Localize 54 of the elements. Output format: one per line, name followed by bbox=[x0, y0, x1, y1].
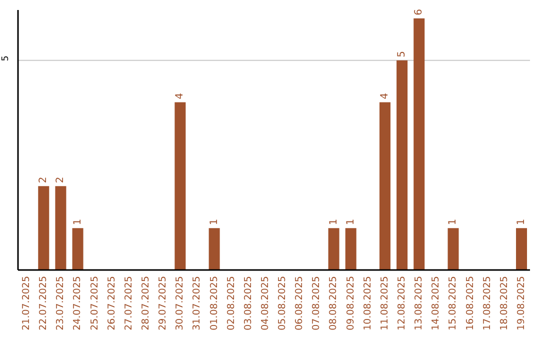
x-tick-label: 16.08.2025 bbox=[464, 276, 476, 330]
bar bbox=[55, 186, 66, 270]
bar bbox=[414, 18, 425, 270]
x-tick-label: 27.07.2025 bbox=[123, 276, 134, 330]
data-label: 1 bbox=[345, 218, 356, 226]
x-tick-label: 18.08.2025 bbox=[498, 276, 510, 330]
bar bbox=[208, 228, 220, 270]
bar bbox=[448, 228, 459, 270]
x-tick-label: 29.07.2025 bbox=[158, 276, 169, 330]
x-tick-label: 10.08.2025 bbox=[362, 276, 374, 330]
data-label: 1 bbox=[72, 218, 84, 226]
bar bbox=[345, 228, 356, 270]
data-label: 4 bbox=[174, 92, 186, 100]
data-label: 1 bbox=[328, 218, 340, 226]
bar bbox=[174, 102, 186, 270]
x-tick-label: 13.08.2025 bbox=[414, 276, 425, 330]
x-tick-label: 28.07.2025 bbox=[140, 276, 152, 330]
x-tick-label: 19.08.2025 bbox=[516, 276, 527, 330]
x-tick-label: 26.07.2025 bbox=[106, 276, 118, 330]
bar bbox=[516, 228, 528, 270]
data-label: 4 bbox=[379, 92, 390, 100]
data-label: 1 bbox=[448, 218, 459, 226]
data-label: 5 bbox=[396, 50, 408, 58]
data-label: 6 bbox=[414, 9, 425, 16]
x-tick-label: 08.08.2025 bbox=[328, 276, 340, 330]
data-label: 1 bbox=[208, 218, 220, 226]
x-tick-label: 17.08.2025 bbox=[482, 276, 493, 330]
bar bbox=[328, 228, 340, 270]
x-tick-label: 24.07.2025 bbox=[72, 276, 84, 330]
bar bbox=[38, 186, 50, 270]
x-tick-label: 25.07.2025 bbox=[89, 276, 100, 330]
x-tick-label: 03.08.2025 bbox=[242, 276, 254, 330]
x-tick-label: 12.08.2025 bbox=[396, 276, 408, 330]
x-tick-label: 05.08.2025 bbox=[277, 276, 288, 330]
x-tick-label: 30.07.2025 bbox=[174, 276, 186, 330]
data-label: 2 bbox=[38, 176, 50, 184]
data-label: 2 bbox=[55, 176, 66, 184]
data-label: 1 bbox=[516, 218, 528, 226]
x-tick-label: 15.08.2025 bbox=[448, 276, 459, 330]
x-tick-label: 07.08.2025 bbox=[311, 276, 322, 330]
bar bbox=[379, 102, 390, 270]
x-tick-label: 09.08.2025 bbox=[345, 276, 356, 330]
x-tick-label: 02.08.2025 bbox=[226, 276, 237, 330]
x-tick-label: 04.08.2025 bbox=[260, 276, 271, 330]
x-tick-label: 23.07.2025 bbox=[55, 276, 66, 330]
x-tick-label: 22.07.2025 bbox=[38, 276, 50, 330]
x-tick-label: 21.07.2025 bbox=[21, 276, 32, 330]
bar bbox=[72, 228, 84, 270]
bar bbox=[396, 60, 408, 270]
x-tick-label: 01.08.2025 bbox=[208, 276, 220, 330]
x-tick-label: 11.08.2025 bbox=[379, 276, 390, 330]
x-tick-label: 14.08.2025 bbox=[430, 276, 442, 330]
x-tick-label: 31.07.2025 bbox=[192, 276, 203, 330]
x-tick-label: 06.08.2025 bbox=[294, 276, 306, 330]
